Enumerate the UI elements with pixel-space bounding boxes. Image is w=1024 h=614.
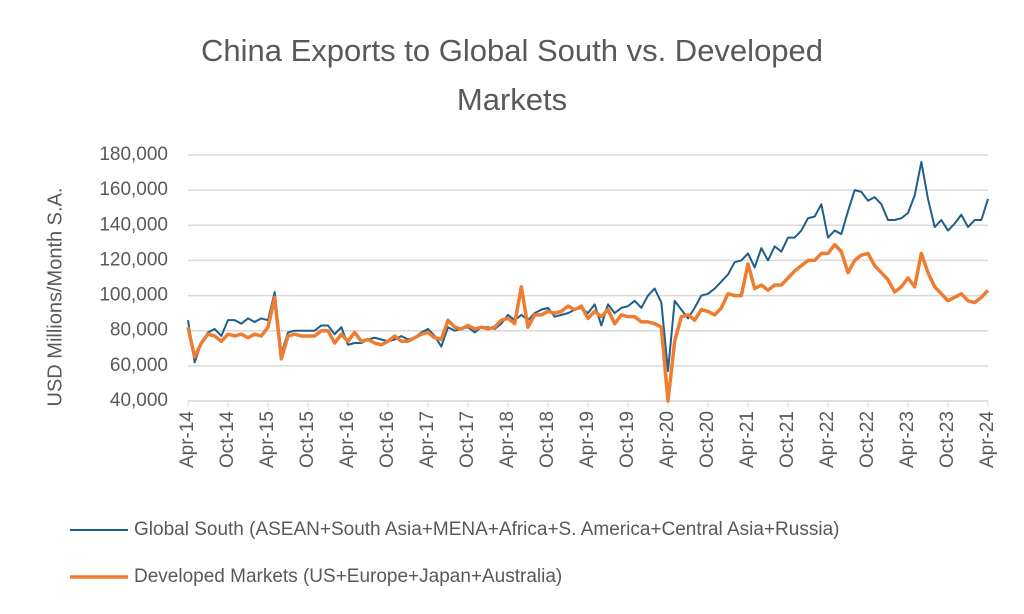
y-tick-label: 80,000 (110, 320, 168, 341)
y-tick-label: 140,000 (99, 214, 168, 235)
chart-title: China Exports to Global South vs. Develo… (200, 33, 824, 117)
x-tick-label: Apr-14 (177, 411, 198, 468)
series-line (187, 161, 989, 373)
x-tick-label: Oct-16 (377, 411, 398, 468)
y-tick-label: 180,000 (99, 144, 168, 165)
y-tick-label: 120,000 (99, 249, 168, 270)
y-axis-label: USD Millions/Month S.A. (44, 188, 66, 407)
y-tick-label: 100,000 (99, 285, 168, 306)
x-tick-label: Oct-15 (297, 411, 318, 468)
x-tick-label: Oct-21 (777, 411, 798, 468)
x-tick-label: Apr-20 (657, 411, 678, 468)
x-tick-label: Apr-17 (417, 411, 438, 468)
x-tick-label: Apr-16 (337, 411, 358, 468)
x-tick-label: Oct-20 (697, 411, 718, 468)
x-tick-label: Oct-22 (857, 411, 878, 468)
legend-label: Developed Markets (US+Europe+Japan+Austr… (134, 566, 562, 587)
x-tick-label: Apr-24 (977, 411, 998, 468)
x-tick-label: Apr-21 (737, 411, 758, 468)
x-tick-label: Oct-19 (617, 411, 638, 468)
x-tick-label: Apr-22 (817, 411, 838, 468)
series-line (186, 242, 990, 403)
y-tick-label: 40,000 (110, 390, 168, 411)
x-tick-label: Oct-14 (217, 411, 238, 468)
legend-label: Global South (ASEAN+South Asia+MENA+Afri… (134, 519, 839, 540)
y-tick-label: 160,000 (99, 179, 168, 200)
x-tick-label: Oct-18 (537, 411, 558, 468)
x-tick-label: Apr-15 (257, 411, 278, 468)
x-tick-label: Apr-23 (897, 411, 918, 468)
x-tick-label: Oct-17 (457, 411, 478, 468)
x-tick-label: Apr-19 (577, 411, 598, 468)
y-tick-label: 60,000 (110, 355, 168, 376)
x-tick-label: Oct-23 (937, 411, 958, 468)
x-tick-label: Apr-18 (497, 411, 518, 468)
